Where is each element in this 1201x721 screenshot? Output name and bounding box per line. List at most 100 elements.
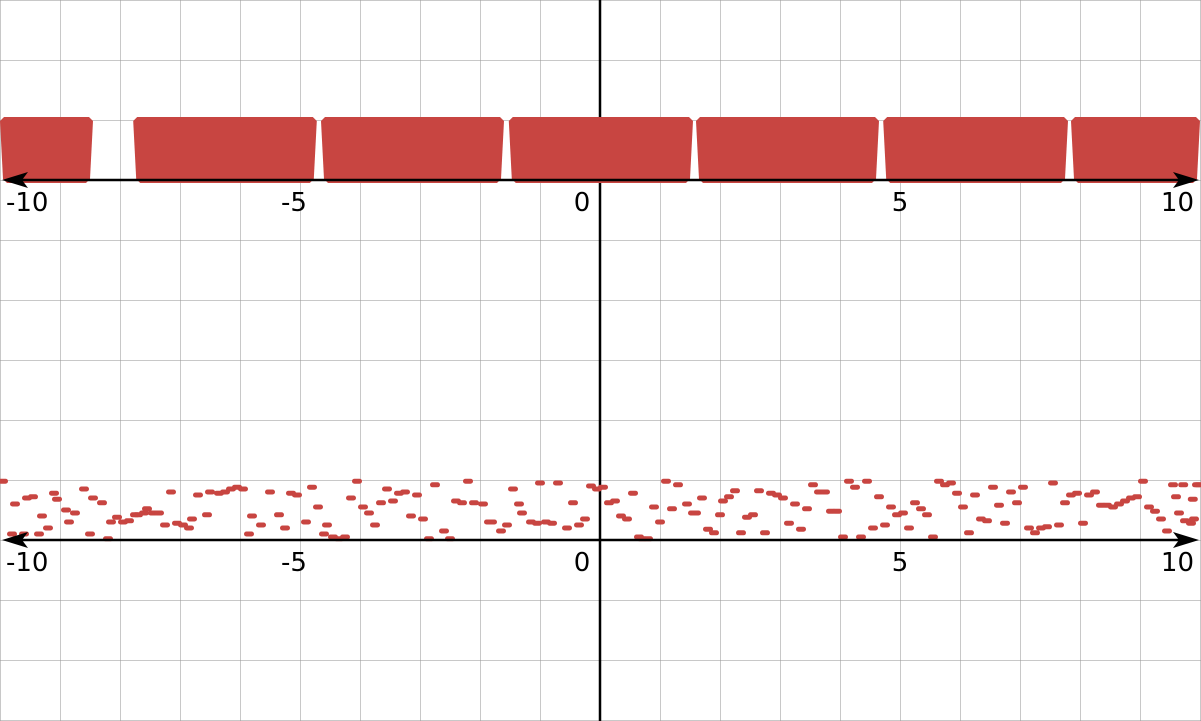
scatter-point	[463, 478, 473, 484]
scatter-point	[1144, 504, 1154, 510]
scatter-point	[547, 520, 557, 526]
scatter-point	[703, 526, 713, 532]
scatter-point	[439, 528, 449, 534]
bar-segment	[0, 117, 93, 183]
scatter-point	[1178, 482, 1189, 488]
scatter-point	[610, 498, 620, 504]
scatter-point	[832, 508, 842, 514]
scatter-point	[400, 489, 410, 495]
scatter-point	[154, 510, 164, 516]
scatter-point	[52, 496, 62, 502]
top-x-tick-label: -10	[6, 188, 48, 218]
scatter-point	[358, 504, 368, 510]
scatter-point	[916, 506, 926, 512]
scatter-point	[1012, 500, 1022, 506]
scatter-point	[301, 519, 311, 525]
scatter-point	[820, 489, 830, 495]
top-x-tick-label: -5	[281, 188, 307, 218]
scatter-point	[85, 531, 95, 537]
scatter-point	[724, 494, 734, 500]
scatter-point	[1132, 494, 1142, 500]
scatter-point	[796, 526, 806, 532]
scatter-point	[709, 530, 719, 536]
scatter-point	[760, 530, 770, 536]
scatter-point	[934, 478, 944, 484]
scatter-point	[1090, 489, 1100, 495]
scatter-point	[1048, 480, 1058, 486]
scatter-point	[28, 494, 38, 500]
scatter-point	[322, 522, 332, 528]
scatter-point	[784, 520, 794, 526]
scatter-point	[430, 482, 440, 488]
scatter-point	[319, 531, 329, 537]
scatter-point	[142, 506, 152, 512]
scatter-point	[715, 512, 725, 518]
bar-segment	[133, 117, 317, 183]
scatter-point	[1006, 489, 1016, 495]
scatter-point	[469, 500, 479, 506]
bar-segment	[321, 117, 504, 183]
scatter-point	[34, 531, 44, 537]
scatter-point	[778, 495, 788, 501]
scatter-point	[205, 489, 215, 495]
scatter-point	[628, 490, 638, 496]
scatter-point	[457, 500, 467, 506]
scatter-point	[946, 480, 956, 486]
scatter-point	[370, 522, 380, 528]
scatter-point	[988, 484, 998, 490]
scatter-point	[802, 506, 812, 512]
scatter-point	[1060, 500, 1070, 506]
bar-segment	[1071, 117, 1200, 183]
scatter-point	[856, 534, 866, 540]
scatter-point	[667, 506, 677, 512]
scatter-point	[352, 478, 362, 484]
top-x-tick-label: 5	[892, 188, 909, 218]
scatter-point	[1042, 524, 1052, 530]
top-x-tick-label: 0	[574, 188, 591, 218]
scatter-point	[139, 510, 149, 516]
scatter-point	[808, 482, 818, 488]
scatter-point	[982, 518, 992, 524]
top-x-tick-label: 10	[1161, 188, 1194, 218]
scatter-point	[886, 504, 896, 510]
scatter-point	[307, 484, 317, 490]
scatter-point	[346, 495, 356, 501]
scatter-point	[184, 525, 194, 531]
scatter-point	[64, 519, 74, 525]
scatter-point	[898, 510, 908, 516]
scatter-point	[364, 510, 374, 516]
scatter-point	[790, 501, 800, 507]
scatter-point	[874, 494, 884, 500]
scatter-point	[502, 522, 512, 528]
scatter-point	[598, 484, 608, 490]
scatter-point	[193, 492, 203, 498]
scatter-point	[166, 489, 176, 495]
top-panel: -10 -5 0 5 10	[0, 117, 1200, 218]
scatter-point	[124, 518, 134, 524]
scatter-point	[514, 501, 524, 507]
scatter-point	[1150, 508, 1160, 514]
scatter-point	[748, 512, 758, 518]
scatter-point	[1189, 516, 1199, 522]
bottom-x-tick-label: 0	[574, 548, 591, 578]
scatter-point	[661, 478, 671, 484]
scatter-point	[79, 486, 89, 492]
scatter-point	[574, 522, 584, 528]
scatter-point	[718, 498, 728, 504]
scatter-point	[1156, 516, 1166, 522]
scatter-point	[508, 486, 518, 492]
bar-segment	[508, 117, 693, 183]
scatter-point	[487, 519, 497, 525]
scatter-point	[922, 512, 932, 518]
scatter-point	[904, 525, 914, 531]
scatter-point	[1000, 520, 1010, 526]
scatter-point	[49, 490, 59, 496]
scatter-point	[655, 519, 665, 525]
scatter-point	[580, 516, 590, 522]
scatter-point	[418, 516, 428, 522]
bottom-x-tick-label: -5	[281, 548, 307, 578]
scatter-point	[412, 492, 422, 498]
scatter-point	[10, 501, 20, 507]
scatter-point	[553, 480, 563, 486]
